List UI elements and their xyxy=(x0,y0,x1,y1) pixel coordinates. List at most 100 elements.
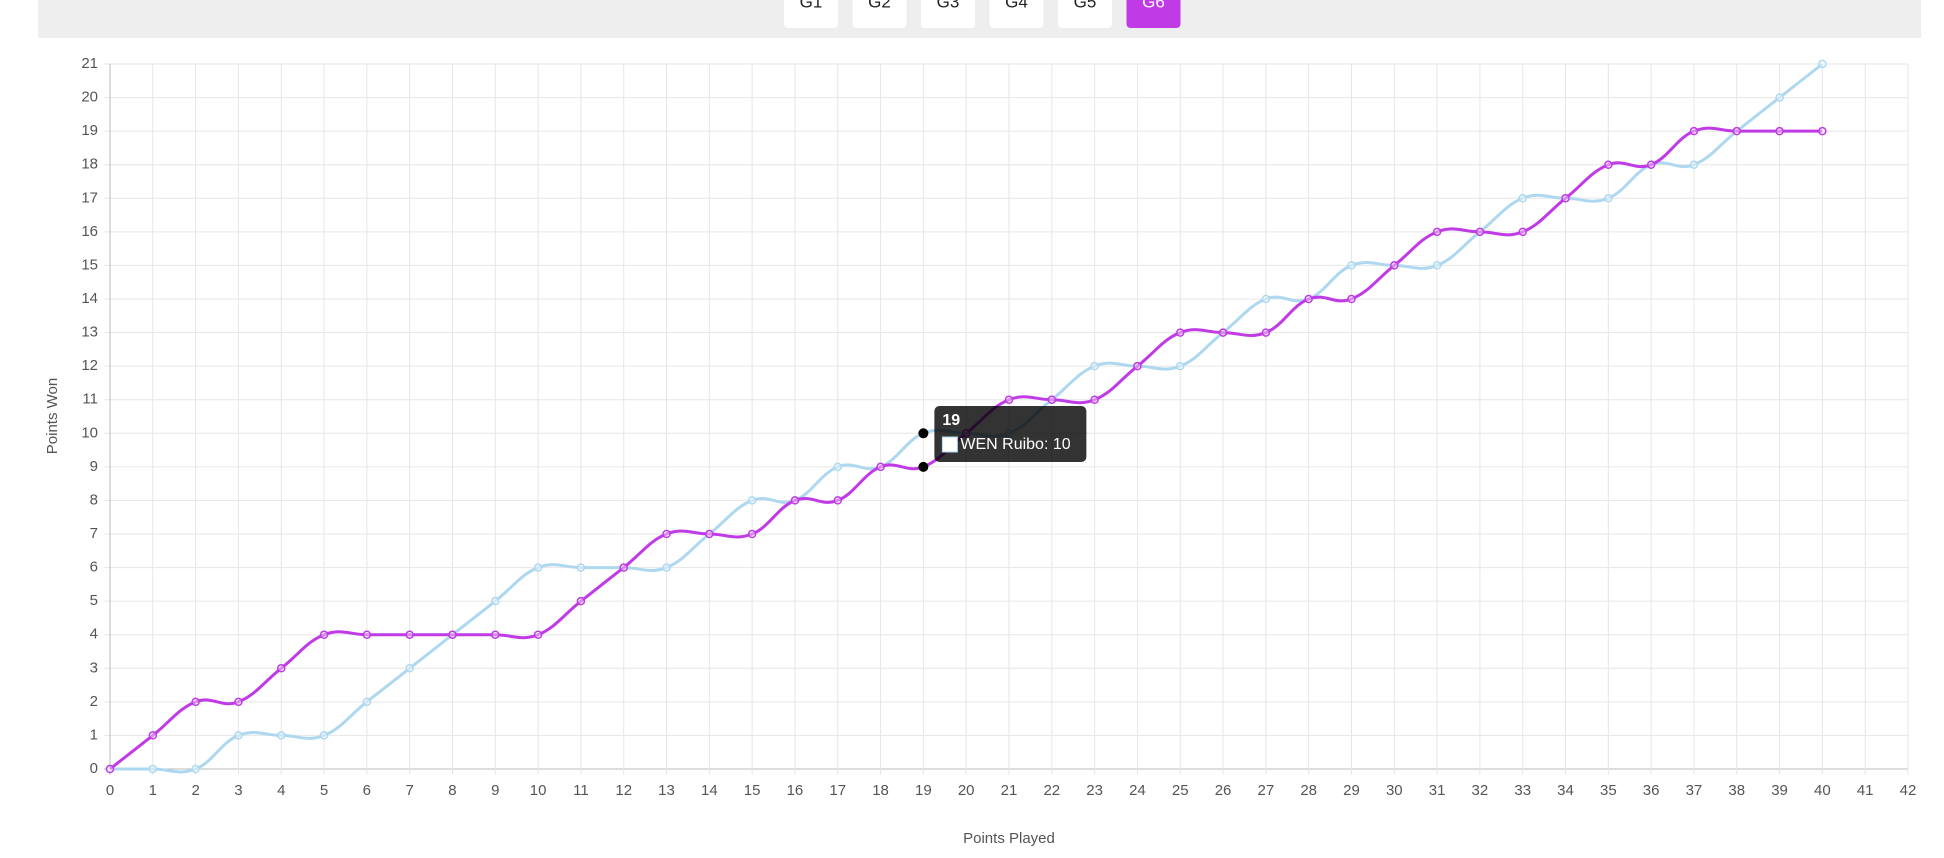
data-point xyxy=(319,630,329,639)
tab-label: G6 xyxy=(1142,0,1165,11)
tab-label: G3 xyxy=(937,0,960,11)
x-tick-label: 25 xyxy=(1172,782,1189,799)
data-point xyxy=(1175,328,1185,337)
data-point xyxy=(1261,328,1271,337)
data-point xyxy=(148,731,158,740)
x-tick-label: 31 xyxy=(1429,782,1446,799)
data-point xyxy=(405,630,414,639)
y-tick-label: 15 xyxy=(81,256,98,273)
y-tick-label: 0 xyxy=(90,760,98,777)
data-point xyxy=(662,529,671,539)
x-tick-label: 8 xyxy=(448,782,456,799)
data-point xyxy=(1047,395,1057,404)
x-tick-label: 35 xyxy=(1600,782,1617,799)
x-tick-label: 34 xyxy=(1557,782,1574,799)
data-point xyxy=(491,596,500,606)
tab-bg xyxy=(921,0,975,28)
data-point xyxy=(747,529,757,539)
x-tick-label: 22 xyxy=(1043,782,1060,799)
data-point xyxy=(1818,126,1827,136)
data-point xyxy=(1004,395,1014,404)
y-tick-label: 17 xyxy=(81,189,98,206)
data-point xyxy=(1775,126,1784,136)
x-tick-label: 19 xyxy=(915,782,932,799)
data-point xyxy=(319,731,329,740)
tooltip-swatch xyxy=(941,436,958,453)
data-point xyxy=(1175,361,1185,371)
data-point xyxy=(1390,261,1399,270)
data-point xyxy=(533,630,543,639)
x-tick-label: 13 xyxy=(658,782,675,799)
x-tick-label: 28 xyxy=(1300,782,1317,799)
y-tick-label: 6 xyxy=(90,559,98,576)
data-point xyxy=(1818,59,1827,69)
y-tick-label: 4 xyxy=(90,626,98,643)
tooltip-text: WEN Ruibo: 10 xyxy=(960,436,1070,453)
x-tick-label: 15 xyxy=(744,782,761,799)
tab-label: G2 xyxy=(868,0,891,11)
x-tick-label: 6 xyxy=(363,782,371,799)
data-point xyxy=(1475,227,1485,237)
data-point xyxy=(491,630,500,639)
x-tick-label: 30 xyxy=(1386,782,1403,799)
y-tick-label: 21 xyxy=(81,55,98,72)
tooltip-bg xyxy=(934,406,1087,462)
x-tick-label: 3 xyxy=(234,782,242,799)
x-tick-label: 1 xyxy=(149,782,157,799)
tab-button[interactable]: G1 xyxy=(784,0,838,28)
x-tick-label: 17 xyxy=(829,782,846,799)
data-point xyxy=(1218,328,1228,337)
data-point xyxy=(747,496,757,505)
data-point xyxy=(1432,261,1442,270)
data-point xyxy=(576,563,586,572)
tab-button[interactable]: G3 xyxy=(921,0,975,28)
y-tick-label: 10 xyxy=(81,424,98,441)
tab-label: G5 xyxy=(1074,0,1097,11)
x-tick-label: 33 xyxy=(1514,782,1531,799)
x-axis-label: Points Played xyxy=(963,830,1055,847)
x-tick-label: 36 xyxy=(1643,782,1660,799)
y-tick-label: 20 xyxy=(81,89,98,106)
x-tick-label: 10 xyxy=(530,782,547,799)
x-tick-label: 41 xyxy=(1857,782,1874,799)
data-point xyxy=(576,596,586,606)
data-point xyxy=(1732,126,1742,136)
x-tick-label: 5 xyxy=(320,782,328,799)
tab-bg xyxy=(784,0,838,28)
data-point xyxy=(362,630,372,639)
tab-button[interactable]: G4 xyxy=(989,0,1044,28)
data-point xyxy=(1689,160,1699,169)
y-tick-label: 12 xyxy=(81,357,98,374)
data-point xyxy=(448,630,457,639)
x-tick-label: 42 xyxy=(1900,782,1917,799)
tab-button[interactable]: G6 xyxy=(1126,0,1181,28)
x-tick-label: 32 xyxy=(1472,782,1489,799)
data-point xyxy=(1689,126,1699,136)
y-tick-label: 8 xyxy=(90,491,98,508)
data-point xyxy=(790,496,800,505)
data-point xyxy=(1646,160,1656,169)
y-tick-label: 14 xyxy=(81,290,98,307)
data-point xyxy=(362,697,372,707)
tabs: G1 G2 G3 G4 G5 G6 xyxy=(784,0,1181,28)
x-tick-label: 20 xyxy=(958,782,975,799)
tab-bg xyxy=(989,0,1044,28)
x-tick-label: 14 xyxy=(701,782,718,799)
tab-bg xyxy=(1058,0,1112,28)
data-point xyxy=(533,563,543,572)
x-tick-label: 18 xyxy=(872,782,889,799)
tab-button[interactable]: G2 xyxy=(852,0,907,28)
tab-button[interactable]: G5 xyxy=(1058,0,1112,28)
y-tick-label: 19 xyxy=(81,122,98,139)
data-point xyxy=(276,664,286,673)
data-point xyxy=(405,664,414,673)
tab-label: G1 xyxy=(800,0,823,11)
hover-point xyxy=(918,461,929,472)
x-tick-label: 37 xyxy=(1686,782,1703,799)
x-tick-label: 16 xyxy=(787,782,804,799)
x-tick-label: 26 xyxy=(1215,782,1232,799)
x-tick-label: 27 xyxy=(1258,782,1275,799)
y-tick-label: 18 xyxy=(81,156,98,173)
data-point xyxy=(1604,160,1613,169)
